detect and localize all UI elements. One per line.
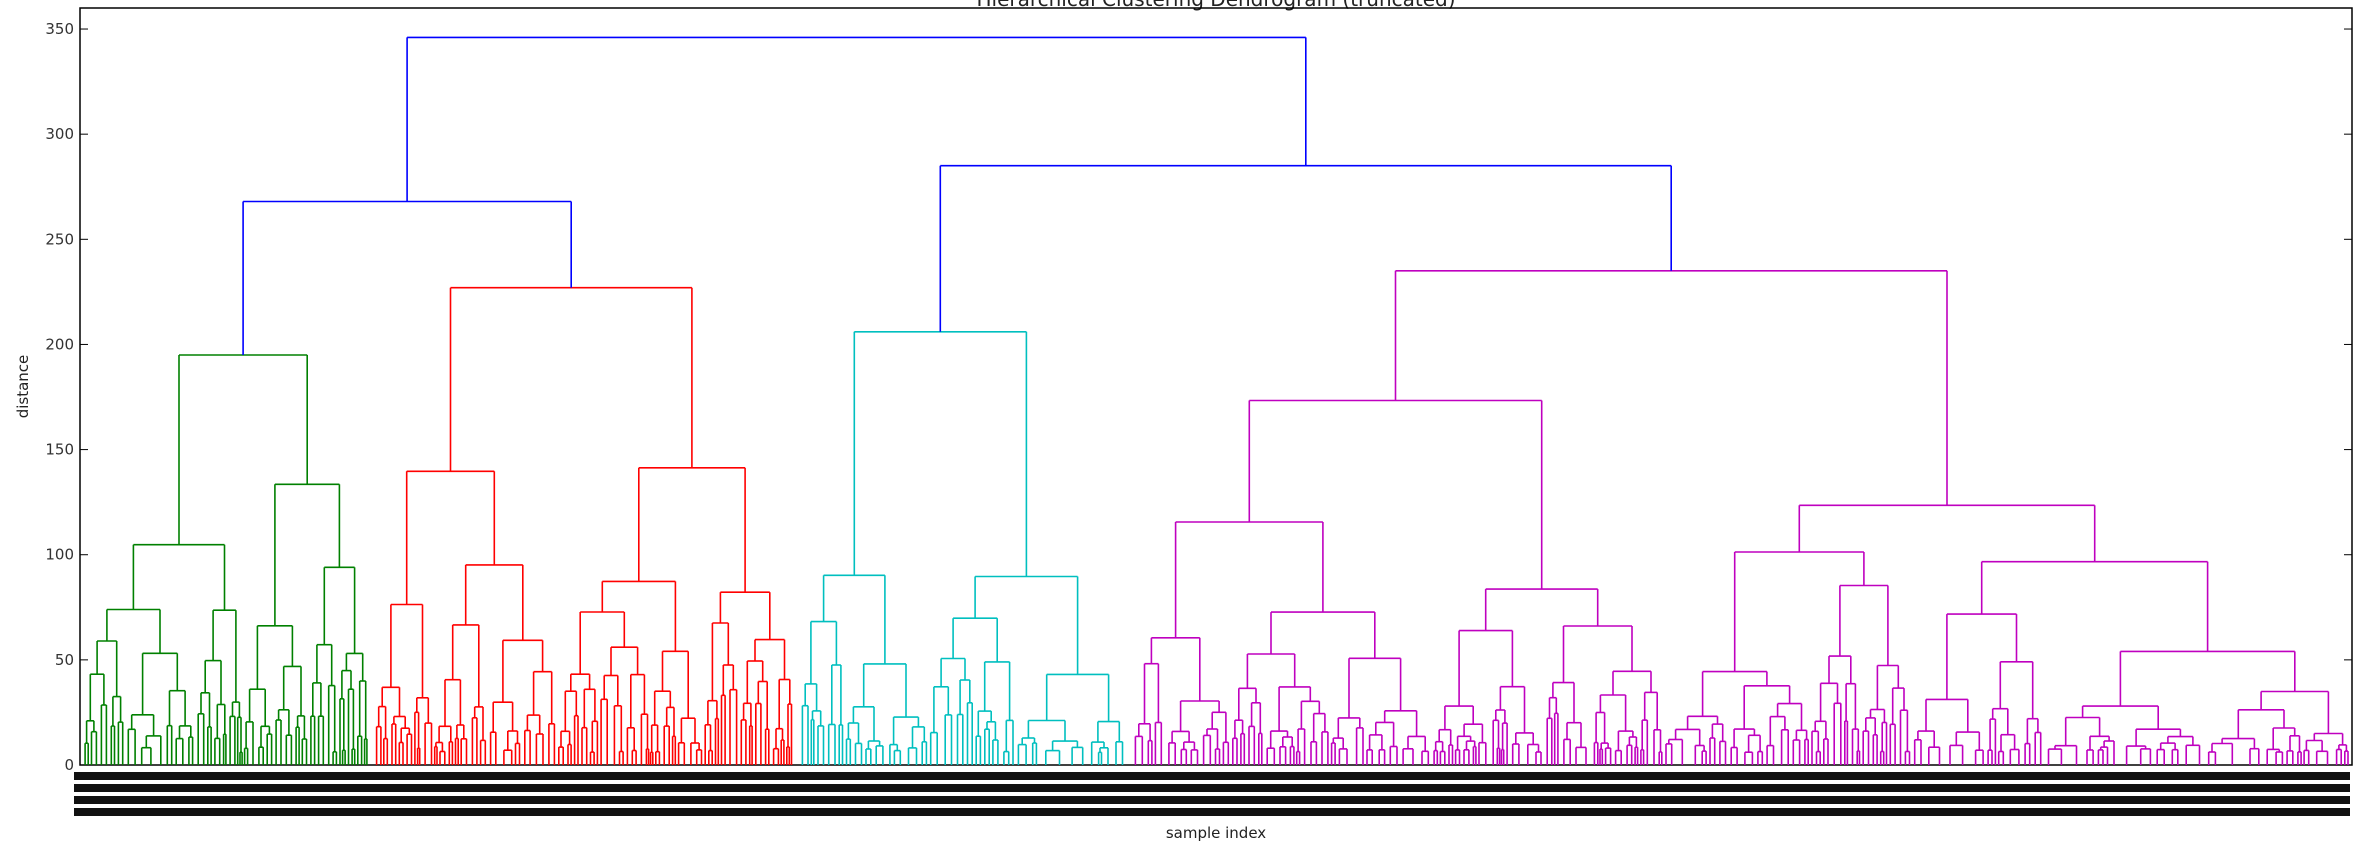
dendrogram-links: [84, 36, 2349, 765]
chart-title: Hierarchical Clustering Dendrogram (trun…: [976, 0, 1455, 11]
y-tick-label: 300: [45, 125, 74, 143]
x-tick-label-row: [74, 772, 2350, 780]
y-tick-label: 100: [45, 546, 74, 564]
y-tick-label: 250: [45, 230, 74, 248]
y-axis-label: distance: [14, 355, 32, 419]
x-tick-labels: [74, 772, 2350, 816]
y-tick-label: 200: [45, 335, 74, 353]
y-axis: 0 50 100 150 200 250 300 350: [45, 20, 2352, 774]
x-axis-label: sample index: [1166, 824, 1266, 842]
x-tick-label-row: [74, 808, 2350, 816]
y-tick-label: 50: [55, 651, 74, 669]
y-tick-label: 350: [45, 20, 74, 38]
y-tick-label: 0: [64, 756, 74, 774]
x-tick-label-row: [74, 784, 2350, 792]
plot-frame: [79, 7, 2353, 766]
y-tick-label: 150: [45, 441, 74, 459]
x-tick-label-row: [74, 796, 2350, 804]
